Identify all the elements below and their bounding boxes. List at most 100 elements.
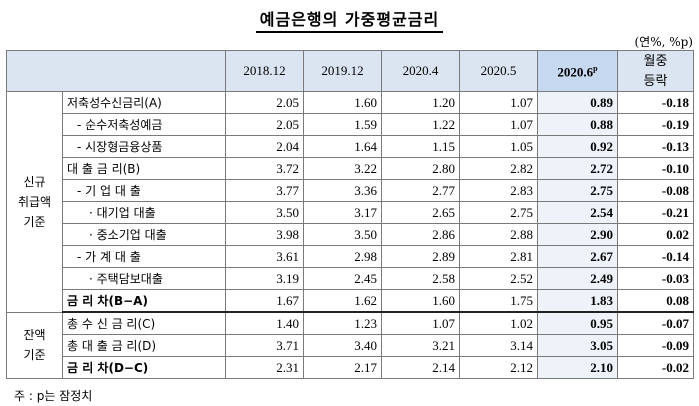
mom-change-cell: 0.08 — [617, 289, 694, 313]
mom-change-cell: -0.02 — [617, 356, 694, 379]
table-row: 대 출 금 리(B) 3.72 3.22 2.80 2.82 2.72 -0.10 — [7, 157, 694, 180]
rate-cell: 2.67 — [537, 245, 618, 268]
rate-cell: 1.23 — [303, 311, 382, 335]
rate-cell: 1.22 — [381, 113, 460, 136]
row-label: · 중소기업 대출 — [62, 223, 226, 246]
row-label: 금 리 차(B−A) — [62, 289, 226, 313]
row-label: 저축성수신금리(A) — [62, 91, 226, 114]
row-label: · 주택담보대출 — [62, 267, 226, 290]
mom-change-cell: -0.13 — [617, 135, 694, 158]
mom-change-cell: -0.10 — [617, 157, 694, 180]
row-label: 대 출 금 리(B) — [62, 157, 226, 180]
row-label: 금 리 차(D−C) — [62, 356, 226, 379]
rate-cell: 2.86 — [381, 223, 460, 246]
table-row: 총 대 출 금 리(D) 3.71 3.40 3.21 3.14 3.05 -0.09 — [7, 334, 694, 357]
rate-cell: 3.50 — [303, 223, 382, 246]
header-row: 2018.12 2019.12 2020.4 2020.5 2020.6p 월중… — [6, 50, 694, 92]
mom-change-cell: -0.19 — [617, 113, 694, 136]
rate-cell: 2.77 — [381, 179, 460, 202]
col-header-current: 2020.6p — [537, 50, 618, 92]
mom-change-cell: -0.08 — [617, 179, 694, 202]
rate-cell: 3.40 — [303, 334, 382, 357]
row-label: 총 대 출 금 리(D) — [62, 334, 226, 357]
rate-cell: 3.71 — [225, 334, 304, 357]
rate-cell: 1.40 — [225, 311, 304, 335]
rate-cell: 2.17 — [303, 356, 382, 379]
mom-change-cell: -0.18 — [617, 91, 694, 114]
rate-cell: 2.54 — [537, 201, 618, 224]
rate-cell: 3.14 — [459, 334, 538, 357]
table-row: 잔액 기준 총 수 신 금 리(C) 1.40 1.23 1.07 1.02 0.95 -0.… — [6, 311, 694, 379]
rate-cell: 1.75 — [459, 289, 538, 313]
rate-cell: 2.10 — [537, 356, 618, 379]
rate-cell: 2.05 — [225, 91, 304, 114]
table-row: 금 리 차(D−C) 2.31 2.17 2.14 2.12 2.10 -0.02 — [7, 356, 694, 379]
rate-cell: 1.83 — [537, 289, 618, 313]
rate-cell: 2.90 — [537, 223, 618, 246]
unit-label: (연%, %p) — [634, 35, 693, 49]
row-label: 총 수 신 금 리(C) — [62, 311, 226, 335]
rate-cell: 1.20 — [381, 91, 460, 114]
table-row: 금 리 차(B−A) 1.67 1.62 1.60 1.75 1.83 0.08 — [7, 289, 694, 313]
rate-cell: 0.89 — [537, 91, 618, 114]
footnote: 주 : p는 잠정치 — [14, 389, 93, 403]
rate-cell: 2.89 — [381, 245, 460, 268]
rate-cell: 2.80 — [381, 157, 460, 180]
table-row: - 시장형금융상품 2.04 1.64 1.15 1.05 0.92 -0.13 — [7, 135, 694, 158]
rate-cell: 3.05 — [537, 334, 618, 357]
rate-cell: 2.49 — [537, 267, 618, 290]
rate-cell: 2.05 — [225, 113, 304, 136]
col-header: 2020.4 — [381, 50, 460, 92]
rate-cell: 2.75 — [537, 179, 618, 202]
rate-cell: 2.75 — [459, 201, 538, 224]
rate-cell: 3.21 — [381, 334, 460, 357]
rate-cell: 3.19 — [225, 267, 304, 290]
rate-cell: 1.60 — [303, 91, 382, 114]
rate-cell: 3.98 — [225, 223, 304, 246]
col-header-mom: 월중 등락 — [617, 50, 694, 92]
rate-cell: 2.83 — [459, 179, 538, 202]
header-corner — [6, 50, 226, 92]
rate-cell: 3.72 — [225, 157, 304, 180]
interest-rate-table: 2018.12 2019.12 2020.4 2020.5 2020.6p 월중… — [6, 50, 694, 379]
rate-cell: 3.50 — [225, 201, 304, 224]
rate-cell: 1.59 — [303, 113, 382, 136]
rate-cell: 2.81 — [459, 245, 538, 268]
mom-change-cell: -0.21 — [617, 201, 694, 224]
mom-change-cell: -0.09 — [617, 334, 694, 357]
rate-cell: 0.95 — [537, 311, 618, 335]
rate-cell: 2.04 — [225, 135, 304, 158]
rate-cell: 0.88 — [537, 113, 618, 136]
table-row: · 주택담보대출 3.19 2.45 2.58 2.52 2.49 -0.03 — [7, 267, 694, 290]
row-label: · 대기업 대출 — [62, 201, 226, 224]
rate-cell: 2.82 — [459, 157, 538, 180]
table-row: · 대기업 대출 3.50 3.17 2.65 2.75 2.54 -0.21 — [7, 201, 694, 224]
mom-change-cell: 0.02 — [617, 223, 694, 246]
rate-cell: 3.77 — [225, 179, 304, 202]
col-header: 2019.12 — [303, 50, 382, 92]
row-label: - 기 업 대 출 — [62, 179, 226, 202]
rate-cell: 2.45 — [303, 267, 382, 290]
rate-cell: 1.60 — [381, 289, 460, 313]
rate-cell: 1.02 — [459, 311, 538, 335]
row-label: - 가 계 대 출 — [62, 245, 226, 268]
rate-cell: 1.15 — [381, 135, 460, 158]
rate-cell: 1.05 — [459, 135, 538, 158]
rate-cell: 2.58 — [381, 267, 460, 290]
rate-cell: 2.65 — [381, 201, 460, 224]
rate-cell: 2.31 — [225, 356, 304, 379]
rate-cell: 0.92 — [537, 135, 618, 158]
table-title: 예금은행의 가중평균금리 — [0, 6, 699, 33]
row-label: - 시장형금융상품 — [62, 135, 226, 158]
table-row: - 기 업 대 출 3.77 3.36 2.77 2.83 2.75 -0.08 — [7, 179, 694, 202]
rate-cell: 2.88 — [459, 223, 538, 246]
rate-cell: 1.64 — [303, 135, 382, 158]
table-row: - 순수저축성예금 2.05 1.59 1.22 1.07 0.88 -0.19 — [7, 113, 694, 136]
rate-cell: 1.07 — [459, 91, 538, 114]
rate-cell: 2.14 — [381, 356, 460, 379]
rate-cell: 2.72 — [537, 157, 618, 180]
col-header: 2018.12 — [225, 50, 304, 92]
mom-change-cell: -0.03 — [617, 267, 694, 290]
group-outstanding: 잔액 기준 — [6, 311, 63, 379]
mom-change-cell: -0.14 — [617, 245, 694, 268]
